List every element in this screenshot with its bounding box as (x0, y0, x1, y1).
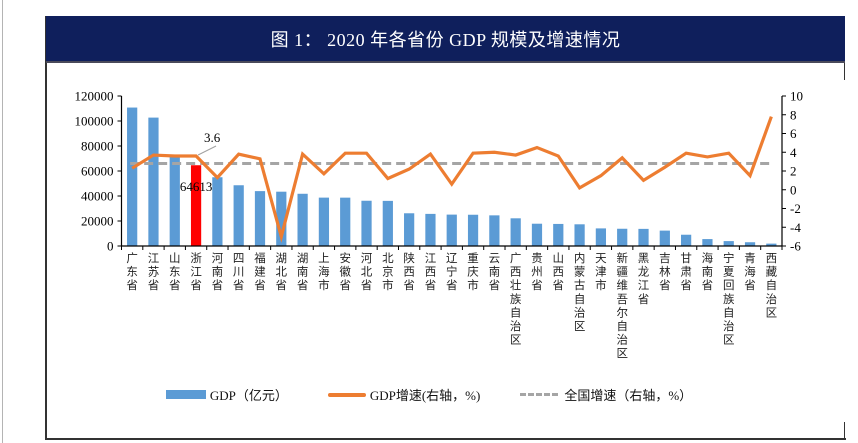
gdp-bar (404, 213, 415, 246)
gdp-bar (233, 185, 244, 246)
left-axis-tick-label: 120000 (75, 89, 114, 104)
gdp-bar (467, 214, 479, 246)
figure-frame-right-top (844, 60, 845, 80)
category-label: 江苏省 (148, 251, 160, 292)
gdp-bar (617, 228, 628, 246)
category-label: 湖南省 (297, 251, 309, 292)
gdp-bar (446, 214, 457, 246)
gdp-bar (638, 228, 649, 246)
legend-label-gdp: GDP（亿元） (209, 388, 288, 403)
legend-label-national: 全国增速（右轴，%） (564, 388, 693, 403)
category-label: 重庆市 (467, 251, 479, 292)
gdp-bar (382, 200, 393, 246)
category-label: 山西省 (553, 251, 565, 292)
legend-item-growth: GDP增速(右轴，%) (327, 385, 481, 404)
gdp-bar (340, 197, 351, 246)
chart-legend: GDP（亿元） GDP增速(右轴，%) 全国增速（右轴，%） (0, 385, 858, 404)
gdp-bar (489, 215, 500, 246)
left-axis-tick-label: 100000 (75, 114, 114, 129)
legend-swatch-growth-line (327, 392, 366, 397)
left-axis-tick-label: 60000 (81, 164, 114, 179)
gdp-bar (681, 234, 692, 246)
left-axis-tick-label: 40000 (81, 189, 114, 204)
gdp-bar (148, 117, 159, 246)
figure-frame-bottom (45, 438, 846, 440)
category-label: 黑龙江省 (638, 251, 650, 306)
figure-frame-left (45, 16, 47, 440)
gdp-bar (361, 200, 372, 246)
legend-item-national: 全国增速（右轴，%） (520, 385, 692, 404)
gdp-bar (276, 191, 287, 246)
category-label: 辽宁省 (446, 251, 458, 292)
category-label: 云南省 (489, 251, 501, 292)
legend-swatch-gdp-bar (165, 390, 206, 399)
right-axis-tick-label: 4 (790, 145, 797, 160)
right-axis-tick-label: 0 (790, 182, 797, 197)
category-label: 安徽省 (339, 251, 351, 292)
gdp-bar (553, 223, 564, 246)
category-label: 福建省 (254, 251, 266, 292)
category-label: 宁夏回族自治区 (723, 251, 735, 347)
gdp-bar (297, 193, 308, 246)
gdp-bar (702, 239, 713, 246)
category-label: 西藏自治区 (766, 251, 778, 319)
right-axis-tick-label: 6 (790, 126, 797, 141)
gdp-bar (659, 230, 670, 246)
category-label: 河南省 (212, 251, 224, 292)
gdp-bar (531, 223, 543, 246)
category-label: 新疆维吾尔自治区 (616, 251, 628, 360)
category-label: 山东省 (169, 251, 181, 292)
legend-label-growth: GDP增速(右轴，%) (369, 388, 481, 403)
right-axis-tick-label: -4 (790, 220, 801, 235)
left-axis-tick-label: 20000 (81, 214, 114, 229)
page-margin-rule (2, 0, 3, 443)
category-label: 青海省 (744, 251, 756, 292)
gdp-annotation-label: 64613 (180, 179, 213, 194)
category-label: 四川省 (233, 251, 245, 292)
gdp-bar (318, 197, 330, 246)
gdp-bar (595, 228, 607, 246)
category-label: 甘肃省 (680, 251, 692, 292)
figure-title-banner: 图 1： 2020 年各省份 GDP 规模及增速情况 (46, 16, 845, 63)
category-label: 上海市 (318, 251, 330, 292)
gdp-bar (212, 177, 223, 246)
left-axis-tick-label: 0 (107, 239, 114, 254)
gdp-bar (254, 191, 266, 246)
category-label: 湖北省 (276, 251, 288, 292)
gdp-bar (190, 165, 202, 246)
legend-item-gdp: GDP（亿元） (165, 385, 288, 404)
right-axis-tick-label: 8 (790, 107, 797, 122)
category-label: 浙江省 (190, 251, 202, 292)
category-label: 陕西省 (403, 251, 415, 292)
gdp-bar (723, 241, 734, 246)
gdp-bar (510, 218, 521, 246)
right-axis-tick-label: -6 (790, 239, 801, 254)
category-label: 海南省 (702, 251, 714, 292)
right-axis-tick-label: 2 (790, 164, 797, 179)
gdp-bar (744, 242, 756, 246)
gdp-bar (127, 107, 138, 246)
category-label: 广西壮族自治区 (510, 251, 522, 347)
left-axis-tick-label: 80000 (81, 139, 114, 154)
growth-annotation-label: 3.6 (204, 130, 221, 145)
category-label: 江西省 (425, 251, 437, 292)
right-axis-tick-label: -2 (790, 201, 801, 216)
gdp-bar (574, 224, 585, 246)
category-label: 天津市 (595, 251, 607, 292)
figure-frame-right-bottom (844, 422, 845, 439)
gdp-bar (169, 154, 180, 246)
annotation-leader-line (197, 145, 217, 156)
category-label: 北京市 (382, 251, 394, 292)
legend-swatch-national-dash (520, 393, 559, 396)
category-label: 河北省 (361, 251, 373, 292)
figure-title: 图 1： 2020 年各省份 GDP 规模及增速情况 (270, 29, 621, 50)
right-axis-tick-label: 10 (790, 89, 803, 104)
gdp-bar (425, 213, 436, 246)
category-label: 广东省 (126, 251, 138, 292)
category-label: 吉林省 (659, 251, 671, 292)
gdp-bar (766, 243, 777, 246)
category-label: 内蒙古自治区 (574, 251, 586, 333)
category-label: 贵州省 (531, 251, 543, 292)
